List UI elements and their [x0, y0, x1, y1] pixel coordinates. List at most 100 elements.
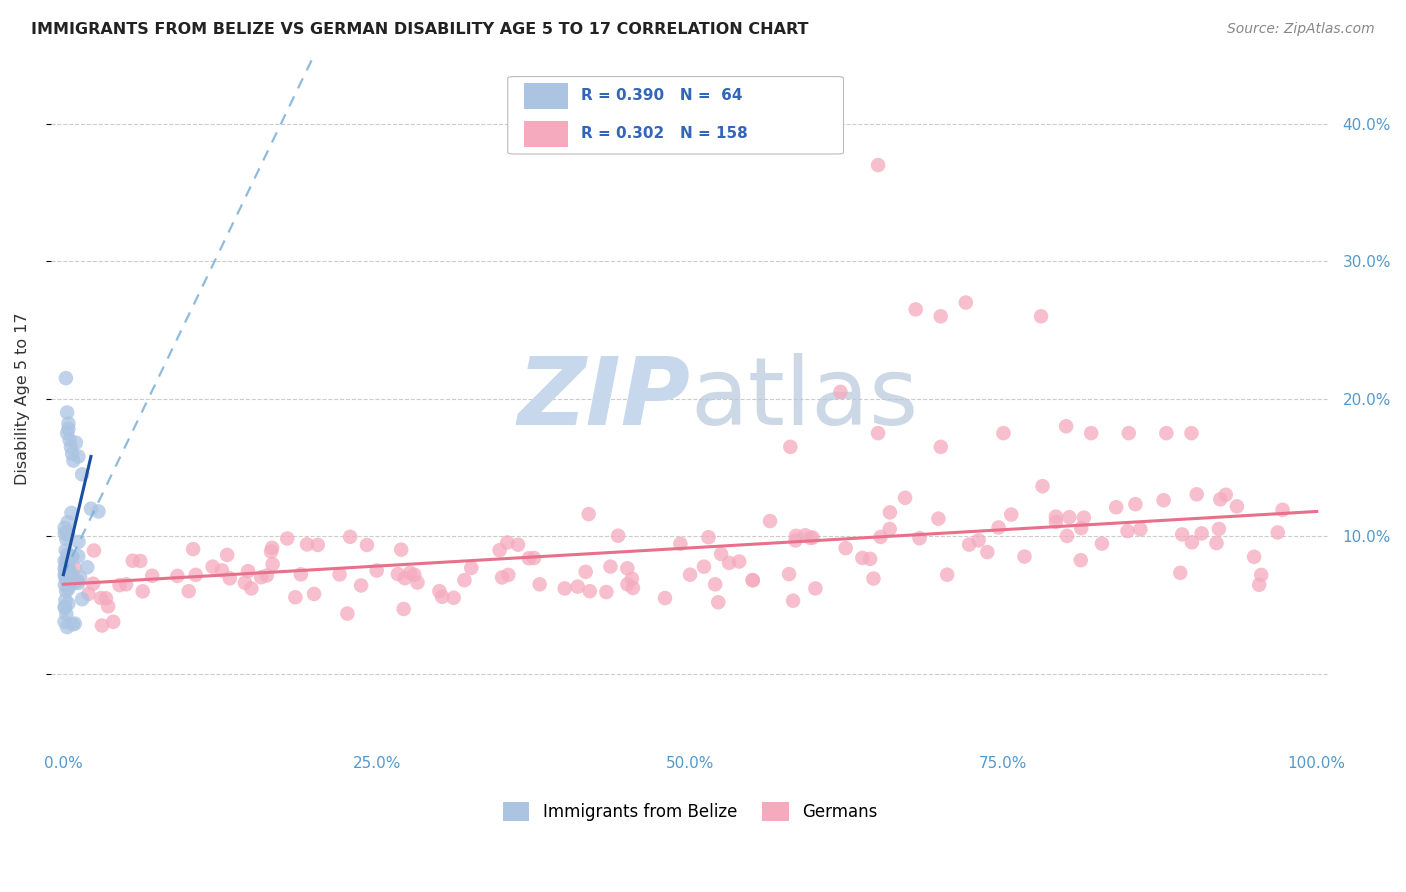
Point	[108, 578, 131, 592]
Point	[65, 435, 87, 450]
Point	[894, 491, 917, 505]
Point	[53, 565, 76, 579]
Point	[779, 440, 801, 454]
Point	[710, 547, 733, 561]
Point	[785, 533, 807, 548]
Point	[70, 467, 93, 482]
Point	[67, 549, 90, 563]
Text: IMMIGRANTS FROM BELIZE VS GERMAN DISABILITY AGE 5 TO 17 CORRELATION CHART: IMMIGRANTS FROM BELIZE VS GERMAN DISABIL…	[31, 22, 808, 37]
Point	[356, 538, 378, 552]
Point	[1091, 536, 1114, 550]
Point	[496, 535, 519, 549]
Point	[56, 574, 79, 588]
Point	[976, 545, 998, 559]
Point	[859, 552, 882, 566]
Point	[55, 573, 77, 587]
Point	[55, 532, 77, 546]
Point	[56, 426, 79, 441]
Point	[404, 567, 426, 582]
Point	[295, 537, 318, 551]
Point	[1070, 521, 1092, 535]
Point	[1045, 515, 1067, 529]
Point	[1129, 522, 1152, 536]
Point	[517, 551, 540, 566]
Point	[56, 405, 79, 419]
Point	[862, 572, 884, 586]
Point	[879, 505, 901, 519]
Point	[869, 530, 891, 544]
Point	[60, 575, 83, 590]
Point	[366, 564, 388, 578]
Point	[56, 620, 79, 634]
Point	[1073, 510, 1095, 524]
Point	[929, 440, 952, 454]
Point	[262, 541, 284, 555]
Point	[60, 506, 83, 520]
Point	[53, 526, 76, 541]
Point	[166, 569, 188, 583]
Point	[55, 558, 77, 573]
Point	[1125, 497, 1147, 511]
Point	[55, 552, 77, 566]
Point	[59, 565, 82, 579]
Point	[218, 571, 240, 585]
Point	[1205, 536, 1227, 550]
Point	[55, 607, 77, 621]
Point	[131, 584, 153, 599]
Point	[394, 571, 416, 585]
Point	[240, 582, 263, 596]
Text: atlas: atlas	[690, 352, 918, 445]
Point	[63, 616, 86, 631]
Point	[53, 600, 76, 615]
Point	[55, 543, 77, 558]
Point	[1226, 500, 1249, 514]
Point	[201, 559, 224, 574]
Point	[56, 528, 79, 542]
Point	[987, 520, 1010, 534]
Point	[82, 576, 104, 591]
Point	[1029, 310, 1052, 324]
Point	[58, 578, 80, 592]
Point	[1070, 553, 1092, 567]
Point	[56, 573, 79, 587]
Text: Source: ZipAtlas.com: Source: ZipAtlas.com	[1227, 22, 1375, 37]
Point	[728, 555, 751, 569]
Point	[967, 533, 990, 548]
Point	[60, 549, 83, 564]
Point	[741, 573, 763, 587]
Point	[523, 551, 546, 566]
Point	[834, 541, 856, 555]
Point	[55, 371, 77, 385]
Point	[488, 543, 510, 558]
Y-axis label: Disability Age 5 to 17: Disability Age 5 to 17	[15, 312, 30, 485]
Point	[53, 615, 76, 629]
Point	[387, 567, 409, 582]
Point	[621, 581, 644, 595]
Point	[599, 559, 621, 574]
Point	[59, 440, 82, 454]
Point	[56, 526, 79, 541]
Point	[329, 567, 352, 582]
Point	[620, 572, 643, 586]
Point	[290, 567, 312, 582]
Point	[804, 582, 827, 596]
Point	[307, 538, 329, 552]
Point	[76, 560, 98, 574]
Point	[56, 548, 79, 562]
Point	[1185, 487, 1208, 501]
Point	[1054, 419, 1077, 434]
Point	[55, 593, 77, 607]
Point	[56, 525, 79, 540]
Point	[406, 575, 429, 590]
Point	[741, 573, 763, 587]
Point	[1153, 493, 1175, 508]
Point	[955, 295, 977, 310]
Point	[529, 577, 551, 591]
Point	[1031, 479, 1053, 493]
Point	[443, 591, 465, 605]
Point	[59, 576, 82, 591]
Point	[1208, 522, 1230, 536]
Point	[69, 570, 91, 584]
Point	[799, 531, 821, 545]
Point	[1267, 525, 1289, 540]
